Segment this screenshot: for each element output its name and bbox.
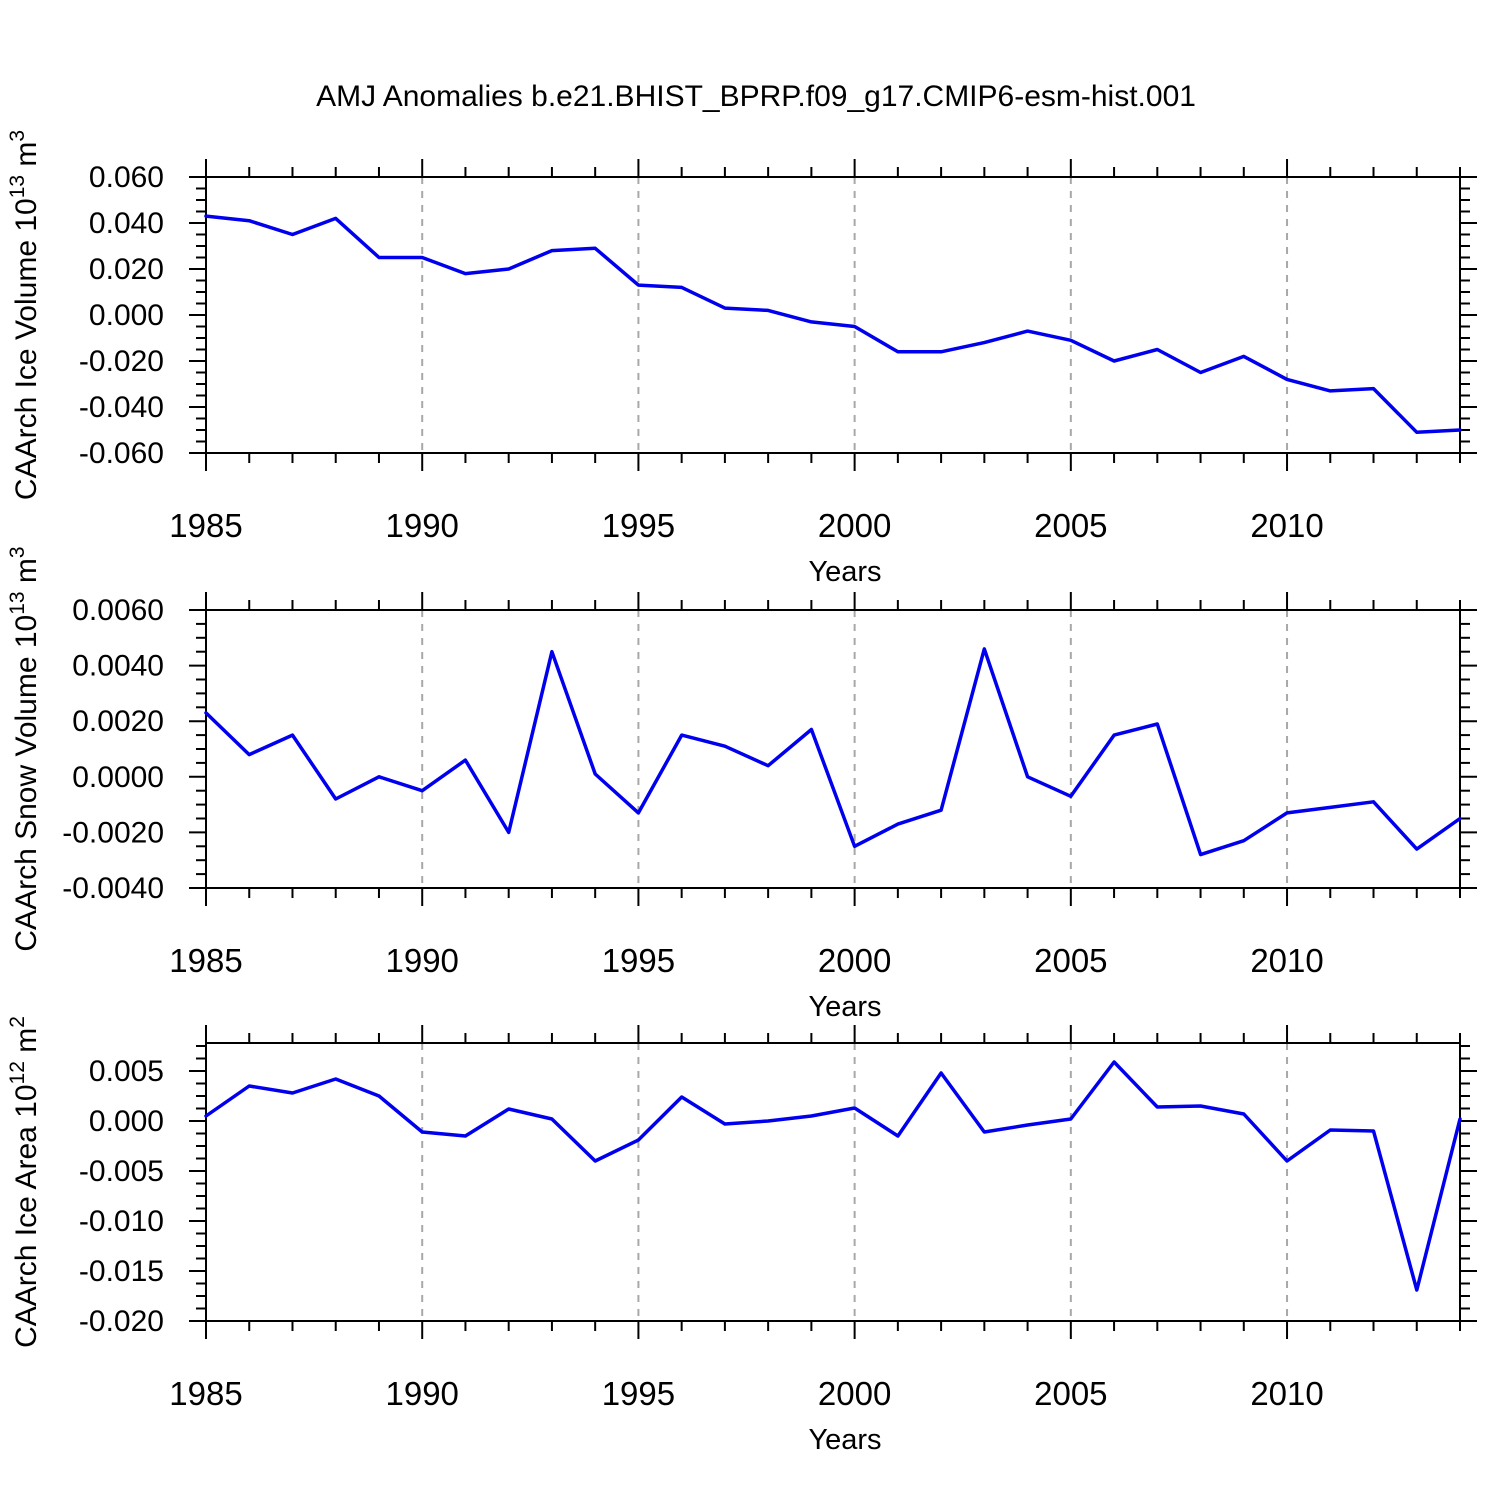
- x-ticks: [205, 592, 1461, 906]
- svg-text:0.020: 0.020: [89, 253, 164, 286]
- y-ticks: [189, 176, 1477, 454]
- y-axis-title: CAArch Ice Volume 1013 m3: [6, 130, 43, 500]
- svg-text:0.0060: 0.0060: [72, 594, 164, 627]
- plot-frame: [205, 609, 1461, 889]
- svg-text:1995: 1995: [602, 507, 675, 544]
- x-axis-title: Years: [808, 991, 881, 1023]
- y-axis-title: CAArch Snow Volume 1013 m3: [6, 546, 43, 951]
- svg-text:2005: 2005: [1034, 507, 1107, 544]
- svg-text:1990: 1990: [385, 1375, 458, 1412]
- svg-text:0.040: 0.040: [89, 207, 164, 240]
- svg-text:2000: 2000: [818, 507, 891, 544]
- plot-frame: [205, 176, 1461, 454]
- y-axis-title: CAArch Ice Area 1012 m2: [6, 1016, 43, 1348]
- svg-text:1985: 1985: [169, 942, 242, 979]
- svg-text:0.060: 0.060: [89, 161, 164, 194]
- svg-text:0.005: 0.005: [89, 1055, 164, 1088]
- svg-text:1985: 1985: [169, 1375, 242, 1412]
- x-axis-title: Years: [808, 1424, 881, 1456]
- svg-text:-0.0040: -0.0040: [62, 872, 164, 905]
- plot-frame: [205, 1042, 1461, 1322]
- y-ticks: [189, 1045, 1477, 1322]
- svg-text:0.000: 0.000: [89, 299, 164, 332]
- svg-text:2000: 2000: [818, 1375, 891, 1412]
- x-ticks: [205, 159, 1461, 471]
- svg-text:-0.020: -0.020: [79, 1305, 164, 1338]
- svg-text:-0.040: -0.040: [79, 391, 164, 424]
- svg-text:1995: 1995: [602, 942, 675, 979]
- svg-text:1995: 1995: [602, 1375, 675, 1412]
- svg-text:0.0000: 0.0000: [72, 761, 164, 794]
- panel-ice-volume: 0.060 0.040 0.020 0.000 -0.020 -0.040 -0.060 19…: [6, 130, 1477, 588]
- svg-text:1990: 1990: [385, 942, 458, 979]
- svg-text:2010: 2010: [1250, 942, 1323, 979]
- svg-text:2005: 2005: [1034, 942, 1107, 979]
- svg-text:0.000: 0.000: [89, 1105, 164, 1138]
- svg-text:-0.020: -0.020: [79, 345, 164, 378]
- svg-text:-0.0020: -0.0020: [62, 816, 164, 849]
- y-tick-labels: 0.005 0.000 -0.005 -0.010 -0.015 -0.020: [79, 1055, 164, 1338]
- panel-snow-volume: 0.0060 0.0040 0.0020 0.0000 -0.0020 -0.0040 19…: [6, 546, 1477, 1023]
- x-tick-labels: 1985 1990 1995 2000 2005 2010: [169, 507, 1323, 544]
- svg-text:2005: 2005: [1034, 1375, 1107, 1412]
- gridlines: [421, 610, 1289, 888]
- x-axis-title: Years: [808, 556, 881, 588]
- data-line-ice-area: [204, 1060, 1462, 1292]
- gridlines: [421, 1043, 1289, 1321]
- svg-text:2000: 2000: [818, 942, 891, 979]
- svg-text:-0.060: -0.060: [79, 437, 164, 470]
- svg-text:1985: 1985: [169, 507, 242, 544]
- x-tick-labels: 1985 1990 1995 2000 2005 2010: [169, 1375, 1323, 1412]
- svg-text:-0.010: -0.010: [79, 1205, 164, 1238]
- x-tick-labels: 1985 1990 1995 2000 2005 2010: [169, 942, 1323, 979]
- y-tick-labels: 0.0060 0.0040 0.0020 0.0000 -0.0020 -0.0040: [62, 594, 164, 905]
- svg-text:2010: 2010: [1250, 507, 1323, 544]
- svg-text:0.0040: 0.0040: [72, 650, 164, 683]
- svg-text:-0.015: -0.015: [79, 1255, 164, 1288]
- y-ticks: [189, 609, 1477, 889]
- svg-text:1990: 1990: [385, 507, 458, 544]
- svg-text:2010: 2010: [1250, 1375, 1323, 1412]
- data-line-snow-volume: [204, 647, 1462, 857]
- svg-text:0.0020: 0.0020: [72, 705, 164, 738]
- data-line-ice-volume: [204, 214, 1462, 435]
- svg-text:-0.005: -0.005: [79, 1155, 164, 1188]
- x-ticks: [205, 1025, 1461, 1339]
- y-tick-labels: 0.060 0.040 0.020 0.000 -0.020 -0.040 -0.060: [79, 161, 164, 470]
- chart-title: AMJ Anomalies b.e21.BHIST_BPRP.f09_g17.C…: [316, 80, 1196, 113]
- gridlines: [421, 177, 1289, 453]
